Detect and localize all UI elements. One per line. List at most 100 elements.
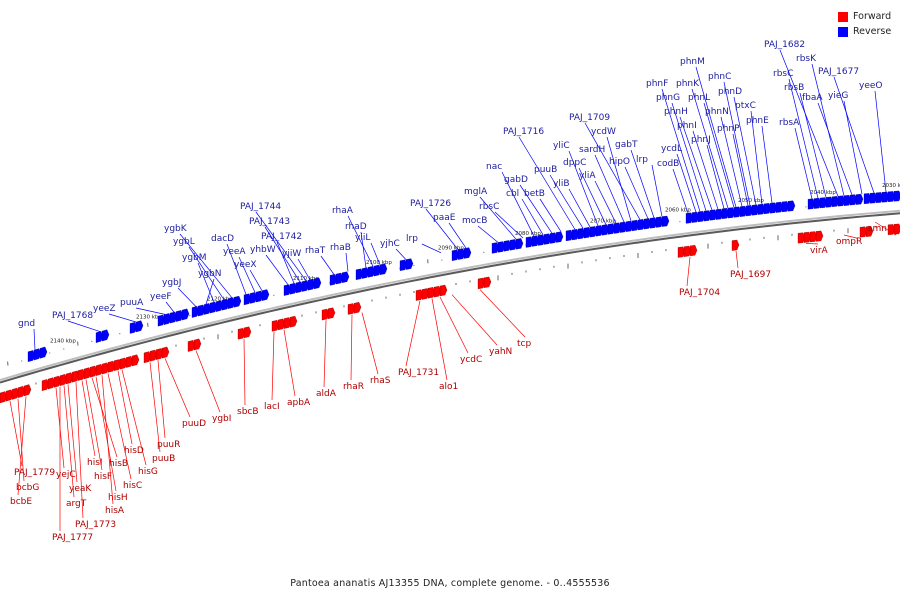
gene-label-phnl[interactable]: phnL <box>688 93 710 103</box>
reverse-feature-arrow[interactable] <box>313 277 322 290</box>
reverse-feature-arrow[interactable] <box>405 258 414 270</box>
forward-feature-arrow[interactable] <box>23 384 32 397</box>
gene-label-yiil[interactable]: yiiL <box>355 233 370 243</box>
gene-label-alo1[interactable]: alo1 <box>439 382 458 392</box>
gene-label-phnj[interactable]: phnJ <box>691 135 711 145</box>
gene-label-yieg[interactable]: yieG <box>828 91 848 101</box>
gene-label-puua[interactable]: puuA <box>120 298 144 308</box>
gene-label-lrp[interactable]: lrp <box>406 234 418 244</box>
gene-label-yeex[interactable]: yeeX <box>234 260 257 270</box>
reverse-feature-arrow[interactable] <box>379 263 388 275</box>
gene-label-paj-1742[interactable]: PAJ_1742 <box>261 232 302 242</box>
gene-label-dppc[interactable]: dppC <box>563 158 586 168</box>
gene-label-vira[interactable]: virA <box>810 246 829 256</box>
gene-label-paj-1726[interactable]: PAJ_1726 <box>410 199 451 209</box>
gene-label-paj-1777[interactable]: PAJ_1777 <box>52 533 93 543</box>
forward-feature-arrow[interactable] <box>689 245 698 257</box>
gene-label-ygbn[interactable]: ygbN <box>198 269 221 279</box>
gene-label-paj-1716[interactable]: PAJ_1716 <box>503 127 544 137</box>
forward-feature-arrow[interactable] <box>327 307 336 319</box>
gene-label-hisc[interactable]: hisC <box>123 481 142 491</box>
forward-feature-arrow[interactable] <box>193 338 202 351</box>
gene-label-sardh[interactable]: sardH <box>579 145 605 155</box>
gene-label-amn[interactable]: amn <box>867 224 887 234</box>
gene-label-ycdl[interactable]: ycdL <box>661 144 682 154</box>
gene-label-yjhc[interactable]: yjhC <box>380 239 400 249</box>
gene-label-ptxc[interactable]: ptxC <box>735 101 756 111</box>
reverse-feature-arrow[interactable] <box>855 193 864 205</box>
gene-label-paj-1709[interactable]: PAJ_1709 <box>569 113 610 123</box>
gene-label-paj-1779[interactable]: PAJ_1779 <box>14 468 55 478</box>
gene-label-rbsc[interactable]: rbsC <box>479 202 499 212</box>
gene-label-yeez[interactable]: yeeZ <box>93 304 116 314</box>
gene-label-phnn[interactable]: phnN <box>705 107 729 117</box>
gene-label-phnc[interactable]: phnC <box>708 72 731 82</box>
forward-feature-arrow[interactable] <box>131 354 140 367</box>
gene-label-mgla[interactable]: mglA <box>464 187 488 197</box>
gene-label-yeea[interactable]: yeeA <box>223 247 246 257</box>
gene-label-nac[interactable]: nac <box>486 162 502 172</box>
gene-label-puub[interactable]: puuB <box>534 165 557 175</box>
gene-label-phnp[interactable]: phnP <box>717 124 740 134</box>
gene-label-hisf[interactable]: hisF <box>94 472 112 482</box>
forward-feature-arrow[interactable] <box>893 223 900 235</box>
gene-label-bcbg[interactable]: bcbG <box>16 483 39 493</box>
gene-label-rhas[interactable]: rhaS <box>370 376 391 386</box>
forward-feature-arrow[interactable] <box>865 226 874 237</box>
forward-feature-arrow[interactable] <box>289 315 298 328</box>
gene-label-lrp[interactable]: lrp <box>636 155 648 165</box>
gene-label-sbcb[interactable]: sbcB <box>237 407 259 417</box>
gene-label-rhad[interactable]: rhaD <box>345 222 367 232</box>
gene-label-ygbk[interactable]: ygbK <box>164 224 188 234</box>
gene-label-phnd[interactable]: phnD <box>718 87 742 97</box>
gene-label-rbsc[interactable]: rbsC <box>773 69 793 79</box>
forward-feature-arrow[interactable] <box>161 346 170 359</box>
reverse-feature-arrow[interactable] <box>101 329 110 342</box>
gene-label-paj-1773[interactable]: PAJ_1773 <box>75 520 116 530</box>
gene-label-paj-1743[interactable]: PAJ_1743 <box>249 217 290 227</box>
gene-label-yejc[interactable]: yejC <box>56 470 76 480</box>
gene-label-phnm[interactable]: phnM <box>680 57 705 67</box>
gene-label-ompr[interactable]: ompR <box>836 237 862 247</box>
gene-label-phne[interactable]: phnE <box>746 116 769 126</box>
gene-label-rhar[interactable]: rhaR <box>343 382 364 392</box>
reverse-feature-arrow[interactable] <box>555 231 564 243</box>
gene-label-rbsa[interactable]: rbsA <box>779 118 800 128</box>
forward-feature-arrow[interactable] <box>243 326 252 339</box>
gene-label-hisg[interactable]: hisG <box>138 467 158 477</box>
gene-label-bcbe[interactable]: bcbE <box>10 497 32 507</box>
gene-label-yeef[interactable]: yeeF <box>150 292 172 302</box>
reverse-feature-arrow[interactable] <box>261 289 270 301</box>
gene-label-puur[interactable]: puuR <box>157 440 180 450</box>
gene-label-rbsk[interactable]: rbsK <box>796 54 817 64</box>
gene-label-gabd[interactable]: gabD <box>504 175 528 185</box>
gene-label-paj-1744[interactable]: PAJ_1744 <box>240 202 281 212</box>
gene-label-laci[interactable]: lacI <box>264 402 280 412</box>
gene-label-yeeo[interactable]: yeeO <box>859 81 882 91</box>
gene-label-phnk[interactable]: phnK <box>676 79 700 89</box>
gene-label-tcp[interactable]: tcp <box>517 339 531 349</box>
gene-label-paj-1768[interactable]: PAJ_1768 <box>52 311 93 321</box>
gene-label-betb[interactable]: betB <box>524 189 545 199</box>
gene-label-yahn[interactable]: yahN <box>489 347 512 357</box>
gene-label-alda[interactable]: aldA <box>316 389 337 399</box>
gene-label-paj-1697[interactable]: PAJ_1697 <box>730 270 771 280</box>
gene-label-rhat[interactable]: rhaT <box>305 246 326 256</box>
gene-label-puud[interactable]: puuD <box>182 419 206 429</box>
gene-label-hisd[interactable]: hisD <box>124 446 144 456</box>
forward-feature-arrow[interactable] <box>353 302 362 314</box>
gene-label-cbl[interactable]: cbl <box>506 189 519 199</box>
gene-label-yeak[interactable]: yeaK <box>69 484 92 494</box>
gene-label-ygbj[interactable]: ygbJ <box>162 278 181 288</box>
gene-label-rhab[interactable]: rhaB <box>330 243 351 253</box>
gene-label-hisb[interactable]: hisB <box>109 459 128 469</box>
reverse-feature-arrow[interactable] <box>135 320 144 333</box>
forward-feature-arrow[interactable] <box>439 284 448 297</box>
reverse-feature-arrow[interactable] <box>787 200 796 212</box>
gene-label-hipo[interactable]: hipO <box>609 157 630 167</box>
gene-label-paj-1731[interactable]: PAJ_1731 <box>398 368 439 378</box>
reverse-feature-arrow[interactable] <box>515 238 524 250</box>
reverse-feature-arrow[interactable] <box>39 346 48 359</box>
reverse-feature-arrow[interactable] <box>893 190 900 202</box>
gene-label-paae[interactable]: paaE <box>433 213 456 223</box>
